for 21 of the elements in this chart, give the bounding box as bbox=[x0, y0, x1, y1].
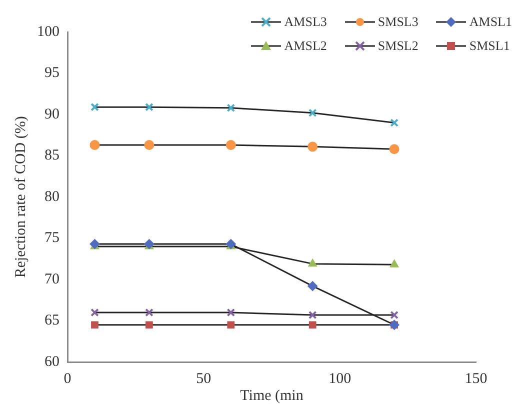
y-tick-label: 95 bbox=[44, 65, 60, 82]
legend-label: AMSL3 bbox=[284, 14, 327, 30]
y-tick-label: 85 bbox=[44, 148, 60, 164]
y-tick-label: 90 bbox=[44, 106, 60, 122]
legend-label: SMSL2 bbox=[378, 38, 418, 54]
x-tick-label: 150 bbox=[464, 370, 488, 387]
x-axis-title: Time (min bbox=[240, 388, 304, 404]
y-tick-label: 80 bbox=[44, 188, 60, 205]
legend-label: SMSL3 bbox=[378, 14, 418, 30]
y-axis-title: Rejection rate of COD (%) bbox=[12, 116, 29, 278]
x-tick-label: 50 bbox=[196, 370, 212, 387]
y-tick-label: 60 bbox=[44, 354, 60, 370]
y-tick-label: 65 bbox=[44, 312, 60, 329]
legend-label: AMSL2 bbox=[284, 38, 327, 54]
y-tick-label: 100 bbox=[37, 24, 60, 40]
y-tick-label: 70 bbox=[44, 271, 60, 288]
y-tick-label: 75 bbox=[44, 230, 60, 246]
legend-label: AMSL1 bbox=[469, 14, 512, 30]
x-tick-label: 100 bbox=[328, 370, 352, 387]
legend-label: SMSL1 bbox=[469, 38, 510, 54]
x-tick-label: 0 bbox=[64, 370, 72, 387]
